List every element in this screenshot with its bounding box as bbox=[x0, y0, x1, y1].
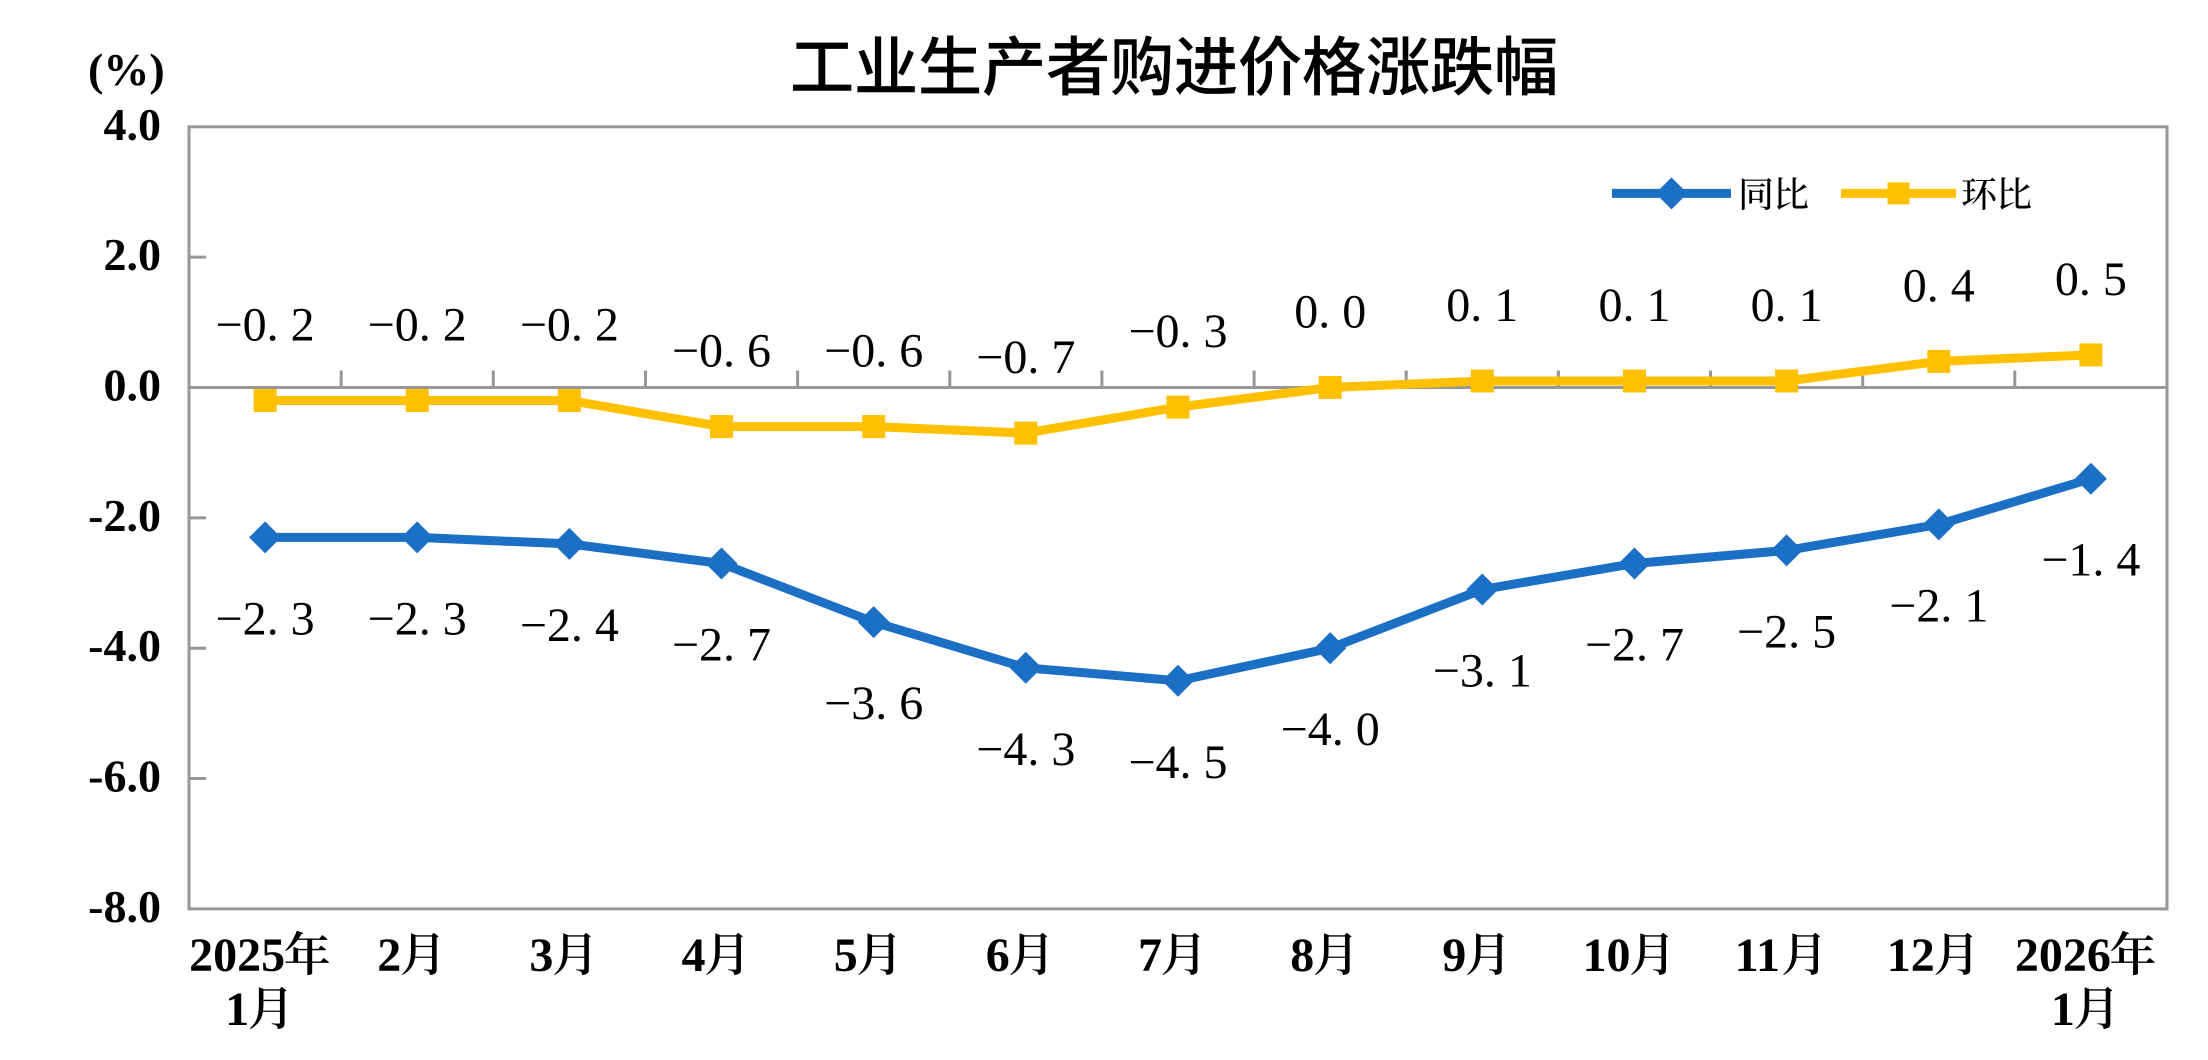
svg-text:0. 5: 0. 5 bbox=[2055, 253, 2127, 306]
svg-text:−0. 2: −0. 2 bbox=[216, 299, 315, 352]
svg-text:-4.0: -4.0 bbox=[88, 620, 161, 671]
svg-text:−0. 7: −0. 7 bbox=[976, 331, 1075, 384]
svg-text:5: 5 bbox=[834, 929, 858, 982]
svg-text:−4. 3: −4. 3 bbox=[976, 723, 1075, 776]
svg-text:−0. 2: −0. 2 bbox=[368, 299, 467, 352]
svg-text:−0. 6: −0. 6 bbox=[824, 325, 923, 378]
svg-text:0. 1: 0. 1 bbox=[1446, 279, 1518, 332]
svg-text:−2. 4: −2. 4 bbox=[520, 599, 619, 652]
svg-text:−0. 3: −0. 3 bbox=[1128, 305, 1227, 358]
svg-text:-6.0: -6.0 bbox=[88, 751, 161, 802]
svg-text:−2. 3: −2. 3 bbox=[216, 592, 315, 645]
svg-text:4.0: 4.0 bbox=[104, 99, 162, 150]
svg-text:-8.0: -8.0 bbox=[88, 881, 161, 932]
svg-text:9: 9 bbox=[1442, 929, 1466, 982]
svg-text:0. 1: 0. 1 bbox=[1599, 279, 1671, 332]
svg-text:−3. 6: −3. 6 bbox=[824, 677, 923, 730]
svg-text:7: 7 bbox=[1138, 929, 1162, 982]
svg-text:11: 11 bbox=[1735, 929, 1780, 982]
svg-text:−4. 0: −4. 0 bbox=[1281, 703, 1380, 756]
svg-text:2025: 2025 bbox=[189, 929, 285, 982]
svg-text:2026: 2026 bbox=[2015, 929, 2111, 982]
svg-text:10: 10 bbox=[1583, 929, 1631, 982]
svg-text:−0. 6: −0. 6 bbox=[672, 325, 771, 378]
svg-text:0. 1: 0. 1 bbox=[1751, 279, 1823, 332]
svg-text:−2. 1: −2. 1 bbox=[1889, 579, 1988, 632]
svg-text:−2. 7: −2. 7 bbox=[1585, 619, 1684, 672]
svg-text:1: 1 bbox=[225, 983, 249, 1036]
svg-text:12: 12 bbox=[1887, 929, 1935, 982]
svg-text:2.0: 2.0 bbox=[104, 229, 162, 280]
svg-text:8: 8 bbox=[1290, 929, 1314, 982]
svg-text:2: 2 bbox=[377, 929, 401, 982]
svg-text:0.0: 0.0 bbox=[104, 360, 162, 411]
svg-text:3: 3 bbox=[529, 929, 553, 982]
svg-text:−4. 5: −4. 5 bbox=[1128, 736, 1227, 789]
svg-text:1: 1 bbox=[2051, 983, 2075, 1036]
svg-text:-2.0: -2.0 bbox=[88, 490, 161, 541]
svg-text:−2. 3: −2. 3 bbox=[368, 592, 467, 645]
svg-text:4: 4 bbox=[682, 929, 706, 982]
svg-text:−1. 4: −1. 4 bbox=[2041, 534, 2140, 587]
svg-text:−2. 5: −2. 5 bbox=[1737, 605, 1836, 658]
svg-text:−2. 7: −2. 7 bbox=[672, 619, 771, 672]
svg-text:−3. 1: −3. 1 bbox=[1433, 645, 1532, 698]
svg-text:0. 4: 0. 4 bbox=[1903, 259, 1975, 312]
svg-text:(%): (%) bbox=[88, 44, 165, 95]
svg-text:−0. 2: −0. 2 bbox=[520, 299, 619, 352]
svg-text:6: 6 bbox=[986, 929, 1010, 982]
svg-text:0. 0: 0. 0 bbox=[1294, 286, 1366, 339]
